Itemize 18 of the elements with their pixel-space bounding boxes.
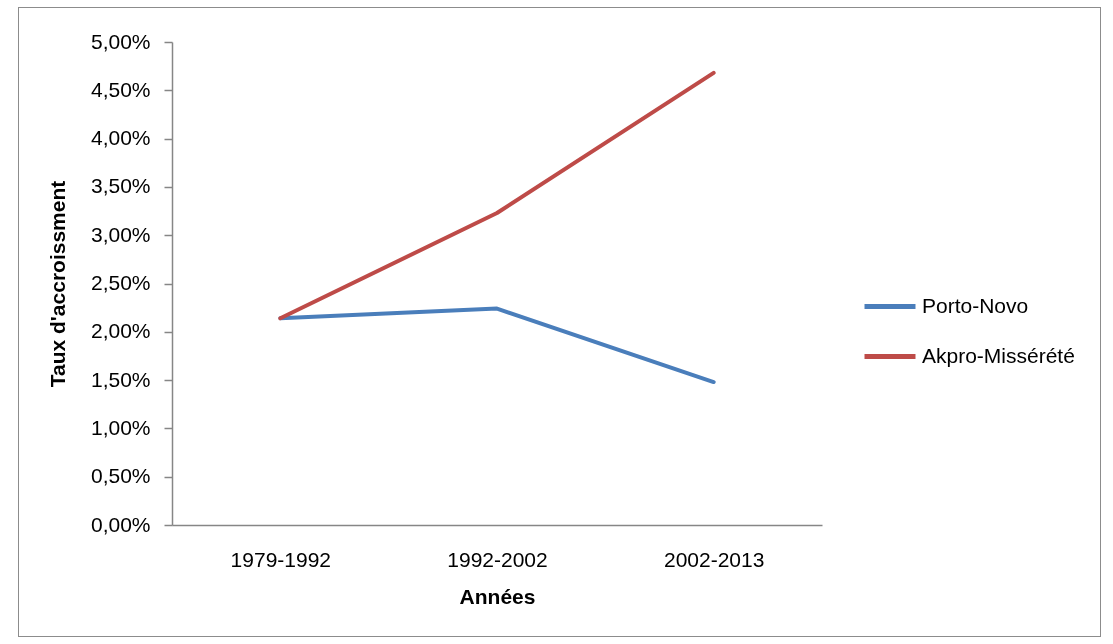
x-axis-title: Années — [459, 584, 536, 608]
x-tick-label: 1979-1992 — [230, 547, 332, 571]
y-tick-label: 1,50% — [90, 367, 151, 391]
y-tick-label: 2,50% — [90, 271, 151, 294]
legend-label: Akpro-Missérété — [922, 343, 1075, 367]
y-tick-label: 2,00% — [90, 319, 151, 343]
y-tick-label: 0,50% — [90, 464, 151, 488]
legend-label: Porto-Novo — [922, 293, 1029, 317]
y-tick-label: 4,00% — [90, 126, 151, 150]
y-tick-label: 0,00% — [90, 512, 151, 536]
y-tick-label: 3,50% — [90, 174, 151, 198]
x-tick-label: 2002-2013 — [663, 547, 765, 571]
y-axis-title: Taux d'accroissment — [45, 180, 69, 388]
y-tick-label: 1,00% — [90, 415, 151, 439]
y-tick-label: 5,00% — [90, 29, 151, 53]
x-tick-label: 1992-2002 — [447, 547, 548, 571]
y-tick-label: 3,00% — [90, 222, 151, 246]
y-tick-label: 4,50% — [90, 77, 151, 101]
